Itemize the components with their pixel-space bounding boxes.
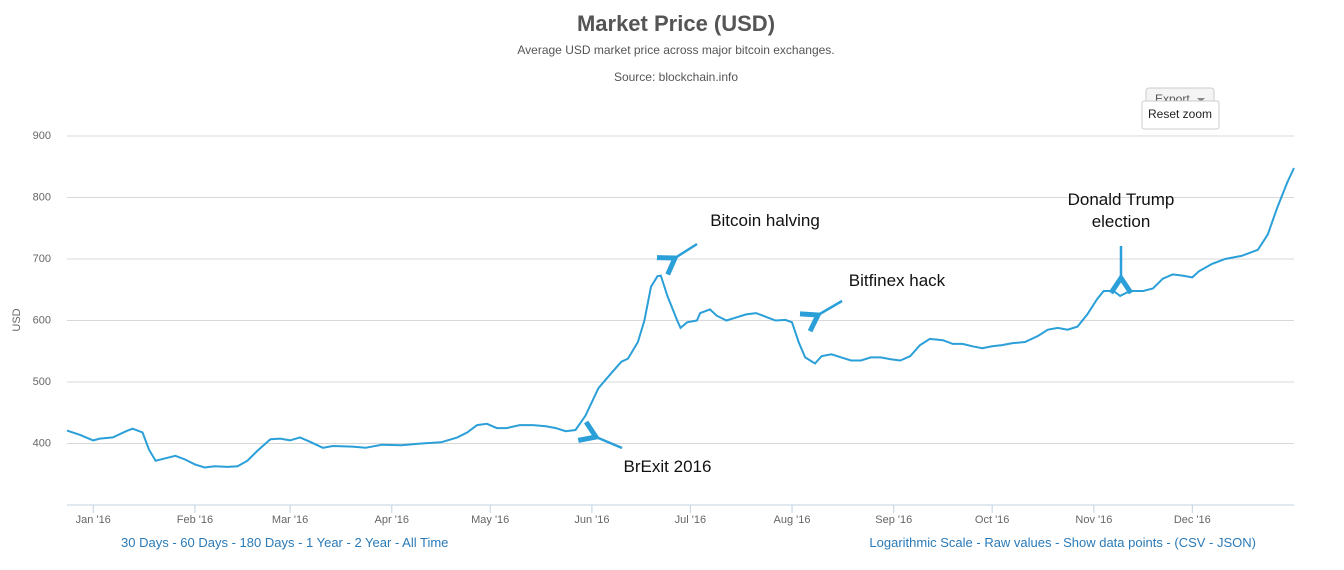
plot-area: 400 500 600 700 800 900 Jan '16 Feb '16 Mar '16 A…	[33, 130, 1295, 526]
arrow	[656, 242, 698, 276]
x-tick-label: Oct '16	[975, 514, 1010, 526]
link[interactable]: Raw values	[984, 535, 1052, 550]
x-tick-label: Mar '16	[272, 514, 308, 526]
link-separator: -	[227, 535, 240, 550]
y-tick-label: 400	[33, 437, 51, 449]
x-tick-label: Feb '16	[177, 514, 213, 526]
link[interactable]: 180 Days	[239, 535, 295, 550]
arrow	[799, 299, 843, 333]
annotation-arrows	[577, 242, 1134, 450]
x-tick-label: Sep '16	[875, 514, 912, 526]
y-tick-label: 900	[33, 130, 51, 142]
link-separator: -	[294, 535, 307, 550]
caret	[1197, 98, 1205, 102]
link[interactable]: Show data points	[1063, 535, 1163, 550]
x-tick-label: Apr '16	[375, 514, 410, 526]
reset-zoom-button[interactable]: Reset zoom	[1141, 100, 1220, 130]
link[interactable]: (CSV	[1174, 535, 1206, 550]
chart-title: Market Price (USD)	[577, 11, 775, 36]
annotation: Bitfinex hack	[848, 271, 946, 290]
arrow	[577, 420, 623, 450]
link-separator: -	[391, 535, 403, 550]
link-separator: -	[1205, 535, 1217, 550]
option-links: Logarithmic Scale - Raw values - Show da…	[869, 535, 1256, 550]
link[interactable]: 1 Year	[306, 535, 343, 550]
annotation: BrExit 2016	[623, 457, 712, 476]
link-separator: -	[168, 535, 181, 550]
x-tick-label: May '16	[471, 514, 509, 526]
chart-subtitle: Average USD market price across major bi…	[517, 43, 834, 57]
link[interactable]: Logarithmic Scale	[869, 535, 973, 550]
x-tick-label: Jan '16	[76, 514, 111, 526]
link[interactable]: 2 Year	[354, 535, 392, 550]
annotation: Bitcoin halving	[710, 211, 820, 230]
x-tick-label: Dec '16	[1174, 514, 1211, 526]
y-tick-label: 600	[33, 314, 51, 326]
x-tick-label: Aug '16	[774, 514, 811, 526]
link-separator: -	[342, 535, 355, 550]
reset-zoom-bg	[1141, 100, 1220, 130]
link[interactable]: JSON)	[1217, 535, 1256, 550]
y-axis-label: USD	[11, 308, 23, 331]
price-line	[66, 167, 1295, 469]
x-tick-label: Jul '16	[675, 514, 706, 526]
y-tick-label: 800	[33, 191, 51, 203]
y-tick-label: 700	[33, 253, 51, 265]
link-separator: -	[1162, 535, 1175, 550]
link[interactable]: 60 Days	[180, 535, 228, 550]
x-tick-label: Jun '16	[574, 514, 609, 526]
link[interactable]: 30 Days	[121, 535, 169, 550]
y-tick-label: 500	[33, 376, 51, 388]
link[interactable]: All Time	[402, 535, 449, 550]
link-separator: -	[972, 535, 985, 550]
range-links: 30 Days - 60 Days - 180 Days - 1 Year - …	[121, 535, 448, 550]
link-separator: -	[1051, 535, 1064, 550]
reset-zoom-label: Reset zoom	[1148, 107, 1212, 121]
annotation: Donald Trump election	[1067, 190, 1175, 231]
chart-source: Source: blockchain.info	[614, 70, 738, 84]
x-tick-label: Nov '16	[1075, 514, 1112, 526]
